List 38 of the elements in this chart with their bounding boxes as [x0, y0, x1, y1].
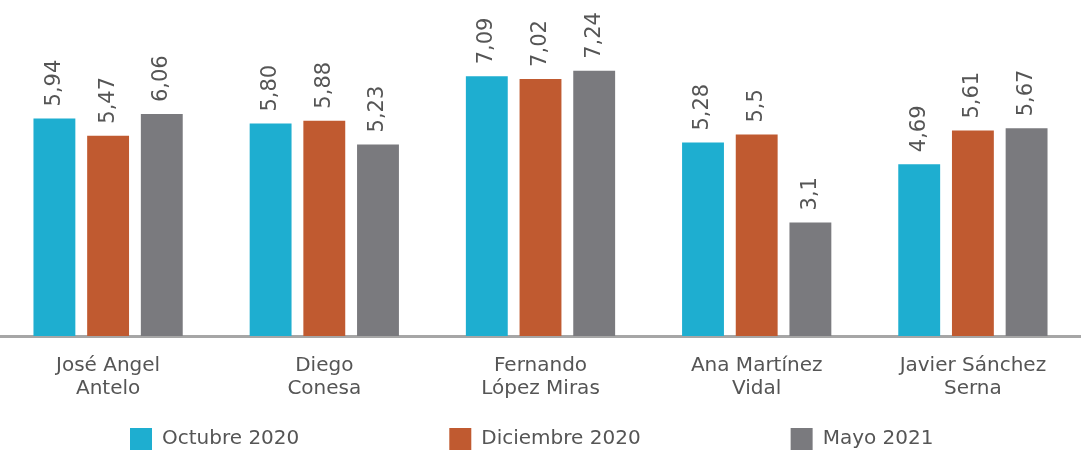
x-tick-label: Ana Martínez Vidal [690, 351, 823, 399]
x-tick-label: Fernando López Miras [481, 351, 600, 399]
bar [357, 144, 399, 336]
bar [573, 70, 616, 336]
data-label: 5,67 [1013, 69, 1038, 117]
x-tick-label: Javier Sánchez Serna [897, 351, 1047, 399]
data-label: 5,23 [364, 85, 389, 133]
data-label: 5,47 [94, 76, 119, 124]
data-label: 7,02 [526, 20, 551, 67]
data-label: 7,09 [473, 17, 498, 65]
bar [951, 130, 994, 336]
data-label: 5,80 [257, 64, 282, 112]
bar [789, 222, 832, 336]
data-label: 4,69 [905, 105, 930, 153]
x-tick-label: Diego Conesa [287, 351, 362, 399]
bar [1005, 128, 1048, 336]
legend-label: Octubre 2020 [162, 425, 300, 450]
bar [735, 134, 778, 336]
bar [682, 142, 724, 336]
bar [140, 114, 183, 336]
bar [87, 135, 130, 336]
data-label: 6,06 [148, 55, 173, 103]
bar [898, 164, 941, 336]
data-label: 3,1 [796, 177, 821, 211]
bar [519, 78, 562, 336]
bar [249, 123, 292, 336]
data-label: 5,88 [310, 61, 335, 109]
x-tick-label: José Angel Antelo [54, 351, 161, 399]
legend-label: Diciembre 2020 [481, 425, 641, 450]
bar [465, 76, 508, 336]
bar [33, 118, 76, 336]
data-label: 5,28 [689, 83, 714, 131]
data-label: 7,24 [580, 12, 605, 59]
data-label: 5,61 [959, 71, 984, 119]
data-label: 5,94 [40, 59, 65, 107]
bar [303, 120, 346, 336]
data-label: 5,5 [743, 89, 768, 123]
legend-label: Mayo 2021 [822, 425, 934, 450]
